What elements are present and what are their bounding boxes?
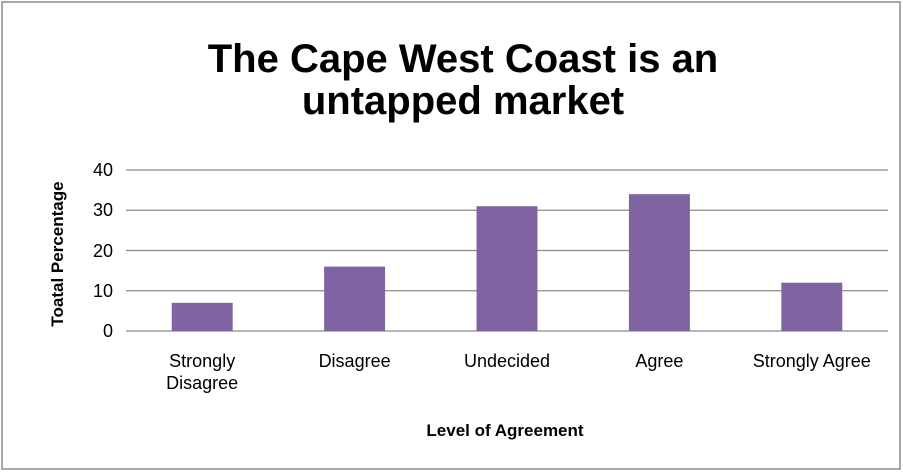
bar [628,194,690,331]
x-tick-label: Strongly Agree [752,351,871,371]
y-tick-label: 20 [92,240,113,261]
bar [324,266,386,331]
chart-title: The Cape West Coast is an untapped marke… [207,37,719,123]
x-tick-label: Agree [635,351,684,371]
x-tick-label: Disagree [318,351,391,371]
x-axis-title: Level of Agreement [426,421,584,440]
y-tick-label: 40 [92,160,113,180]
bar [781,282,843,331]
x-tick-label: Undecided [463,351,551,371]
x-tick-label: Strongly Disagree [166,351,239,393]
bar [171,302,233,331]
y-tick-label: 0 [102,321,113,341]
y-tick-label: 30 [92,200,113,221]
y-axis-title: Toatal Percentage [48,181,67,327]
bar [476,206,538,331]
y-tick-label: 10 [92,280,113,301]
